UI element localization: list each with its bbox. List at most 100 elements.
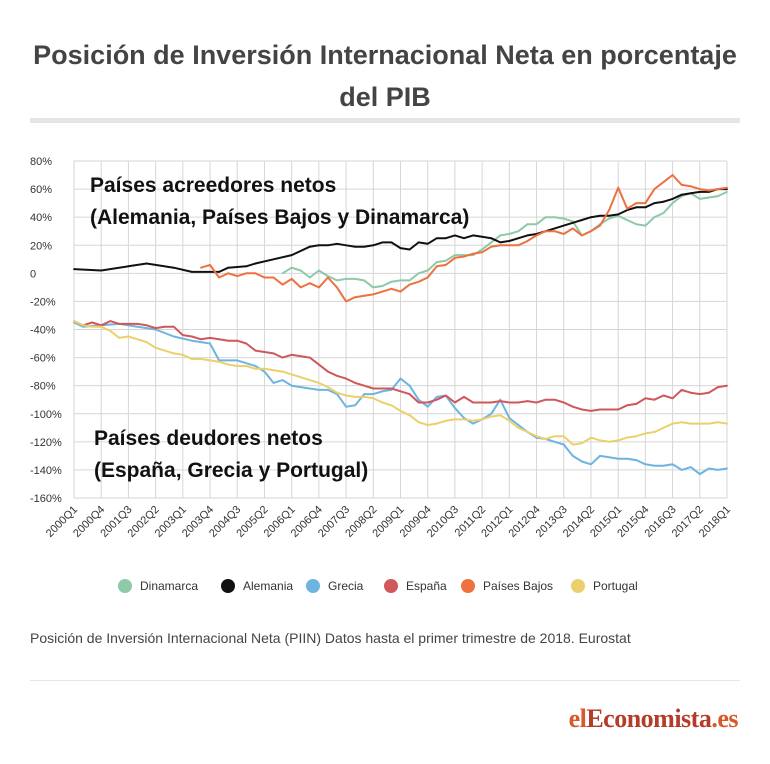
data-point <box>726 467 728 470</box>
series-españa <box>73 320 728 412</box>
series-países-bajos <box>200 174 728 303</box>
data-point <box>617 213 620 216</box>
data-point <box>299 355 302 358</box>
data-point <box>336 374 338 377</box>
chart-lines <box>73 174 728 476</box>
data-point <box>345 278 347 280</box>
data-point <box>490 412 493 415</box>
data-point <box>318 382 320 384</box>
data-point <box>590 410 592 412</box>
data-point <box>553 227 556 230</box>
data-point <box>508 401 511 404</box>
legend-label: España <box>406 579 447 593</box>
data-point <box>635 206 638 209</box>
data-point <box>254 349 257 352</box>
data-point <box>444 264 447 266</box>
data-point <box>481 248 483 251</box>
data-point <box>209 342 211 345</box>
legend-item[interactable]: Dinamarca <box>118 579 198 593</box>
data-point <box>372 286 375 289</box>
data-point <box>626 436 629 439</box>
data-point <box>281 370 284 373</box>
data-point <box>444 394 447 397</box>
data-point <box>363 393 366 395</box>
data-point <box>535 223 538 226</box>
data-point <box>698 473 701 475</box>
data-point <box>708 189 710 192</box>
publisher-logo[interactable]: elEconomista.es <box>569 704 739 734</box>
data-point <box>209 337 211 339</box>
data-point <box>662 394 665 397</box>
data-point <box>408 393 411 395</box>
data-point <box>390 280 393 283</box>
data-point <box>181 353 184 356</box>
data-point <box>481 418 483 421</box>
data-point <box>127 323 130 325</box>
data-point <box>408 283 411 286</box>
x-axis-ticks: 2000Q12000Q42001Q32002Q22003Q12003Q42004… <box>44 504 733 540</box>
data-point <box>318 244 320 247</box>
chart-annotations: Países acreedores netos (Alemania, Paíse… <box>90 174 469 482</box>
data-point <box>698 422 701 425</box>
legend-label: Portugal <box>593 579 638 593</box>
data-point <box>327 386 329 388</box>
data-point <box>136 323 139 325</box>
data-point <box>571 405 574 408</box>
data-point <box>662 200 665 203</box>
data-point <box>191 339 193 342</box>
data-point <box>562 435 565 438</box>
data-point <box>481 235 483 238</box>
data-point <box>544 398 547 401</box>
legend-swatch <box>461 579 475 593</box>
data-point <box>91 321 93 324</box>
legend-item[interactable]: Alemania <box>221 579 293 593</box>
data-point <box>145 262 148 265</box>
data-point <box>272 258 275 261</box>
data-point <box>290 384 293 387</box>
data-point <box>454 257 456 259</box>
annotation-debtor-title: Países deudores netos <box>94 427 323 450</box>
data-point <box>417 272 420 275</box>
data-point <box>191 335 193 338</box>
data-point <box>417 241 420 244</box>
data-point <box>590 436 592 439</box>
data-point <box>463 418 465 421</box>
data-point <box>390 287 393 290</box>
data-point <box>336 391 338 394</box>
data-point <box>454 407 456 409</box>
data-point <box>644 432 647 435</box>
data-point <box>499 241 502 244</box>
legend-item[interactable]: Grecia <box>306 579 364 593</box>
legend-item[interactable]: España <box>384 579 447 593</box>
data-point <box>662 212 665 214</box>
data-point <box>508 417 511 419</box>
data-point <box>254 262 257 265</box>
data-point <box>318 269 320 272</box>
data-point <box>399 410 402 412</box>
legend-item[interactable]: Países Bajos <box>461 579 553 593</box>
legend-item[interactable]: Portugal <box>571 579 638 593</box>
data-point <box>318 363 320 366</box>
data-point <box>454 254 456 256</box>
data-point <box>653 202 656 204</box>
data-point <box>236 365 239 367</box>
data-point <box>508 240 511 242</box>
data-point <box>680 421 683 424</box>
data-point <box>472 419 474 422</box>
data-point <box>698 393 701 395</box>
data-point <box>172 266 175 269</box>
data-point <box>689 466 692 468</box>
data-point <box>508 419 511 422</box>
data-point <box>417 401 420 404</box>
data-point <box>281 379 284 381</box>
data-point <box>463 396 465 398</box>
data-point <box>490 415 493 418</box>
data-point <box>472 422 474 425</box>
data-point <box>562 233 565 235</box>
data-point <box>209 264 211 266</box>
data-point <box>635 223 638 226</box>
data-point <box>181 334 184 336</box>
data-point <box>517 401 520 404</box>
data-point <box>653 216 656 219</box>
y-tick-label: -140% <box>30 465 62 477</box>
